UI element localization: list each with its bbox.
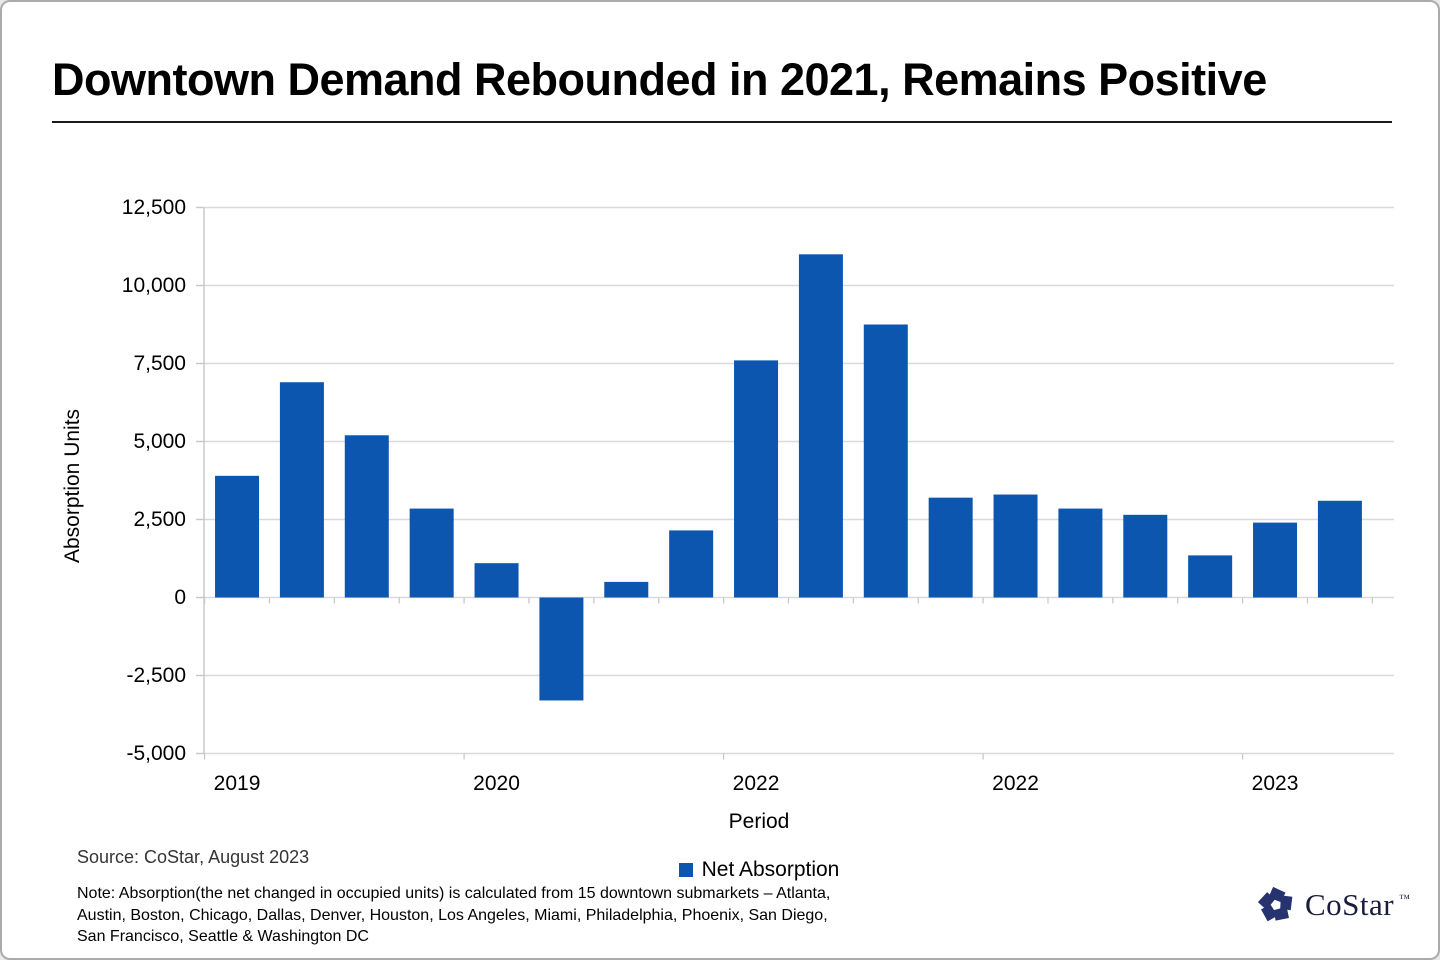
x-axis-title: Period: [728, 810, 790, 833]
y-tick-label: 0: [174, 586, 186, 609]
bar-net-absorption: [669, 530, 714, 598]
bar-net-absorption: [1188, 555, 1233, 598]
x-tick-label: 2020: [473, 772, 520, 795]
bar-net-absorption: [798, 254, 843, 598]
page-title: Downtown Demand Rebounded in 2021, Remai…: [52, 54, 1267, 105]
bar-net-absorption: [928, 497, 973, 598]
costar-logo: CoStar ™: [1256, 885, 1410, 925]
costar-pinwheel-icon: [1257, 886, 1293, 922]
y-tick-label: 10,000: [122, 274, 186, 297]
y-axis-title: Absorption Units: [61, 408, 84, 564]
bar-net-absorption: [474, 563, 519, 598]
net-absorption-bar-chart: 12,500 10,000 7,500 5,000 2,500 0 -2,500 -5,000…: [122, 196, 1394, 795]
bar-net-absorption: [1253, 522, 1298, 598]
y-tick-label: 7,500: [133, 352, 186, 375]
bar-net-absorption: [604, 581, 649, 598]
bar-net-absorption: [1123, 514, 1168, 598]
title-divider: [52, 121, 1392, 123]
legend-swatch-icon: [678, 863, 693, 877]
pinwheel-petal: [1257, 892, 1275, 910]
bar-net-absorption: [409, 508, 454, 598]
note-line: Austin, Boston, Chicago, Dallas, Denver,…: [77, 906, 828, 924]
bar-net-absorption: [1317, 500, 1362, 598]
y-tick-label: -5,000: [126, 742, 186, 765]
note-line: San Francisco, Seattle & Washington DC: [77, 928, 369, 945]
pinwheel-petal: [1273, 906, 1289, 921]
bar-net-absorption: [863, 324, 908, 598]
y-tick-label: -2,500: [126, 664, 186, 687]
bar-net-absorption: [279, 382, 324, 598]
bar-net-absorption: [734, 360, 779, 598]
trademark-symbol: ™: [1399, 893, 1410, 905]
x-tick-label: 2023: [1252, 772, 1299, 795]
note-text: Note: Absorption(the net changed in occu…: [77, 883, 830, 948]
note-line: Note: Absorption(the net changed in occu…: [77, 885, 831, 902]
bar-net-absorption: [215, 475, 260, 598]
chart-legend: Net Absorption: [639, 858, 879, 882]
pinwheel-petal: [1280, 895, 1293, 911]
bar-net-absorption: [993, 494, 1038, 598]
x-tick-label: 2019: [214, 772, 261, 795]
y-tick-label: 12,500: [122, 196, 186, 219]
legend-label: Net Absorption: [701, 858, 840, 881]
x-tick-label: 2022: [733, 772, 780, 795]
bar-net-absorption: [539, 597, 584, 701]
source-text: Source: CoStar, August 2023: [77, 847, 310, 867]
bar-net-absorption: [1058, 508, 1103, 598]
bar-net-absorption: [344, 435, 389, 598]
costar-logo-text: CoStar: [1305, 887, 1395, 922]
y-tick-label: 5,000: [133, 430, 186, 453]
x-tick-label: 2022: [992, 772, 1039, 795]
y-tick-label: 2,500: [133, 508, 186, 531]
